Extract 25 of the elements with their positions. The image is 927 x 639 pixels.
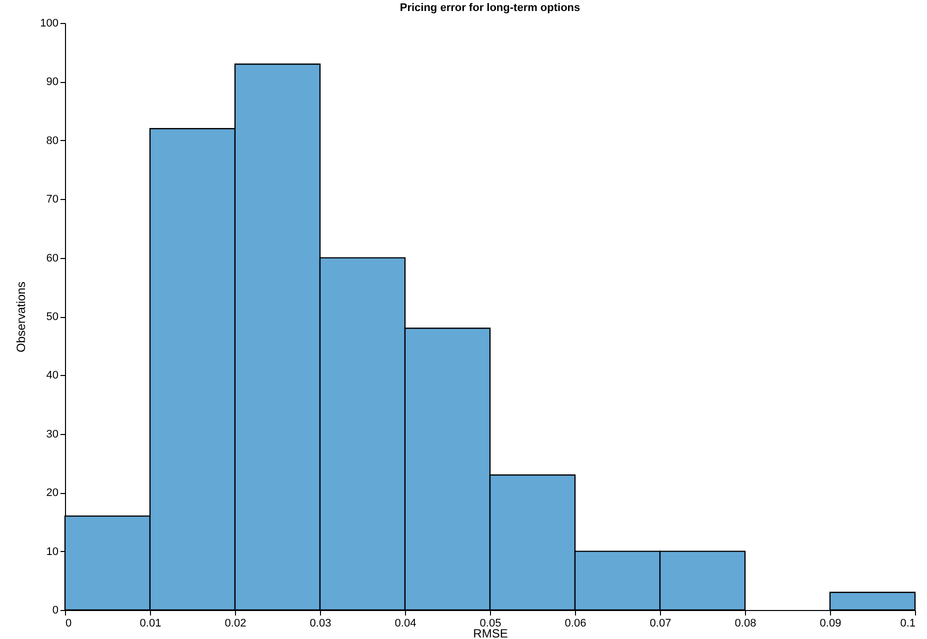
y-axis-title: Observations bbox=[14, 282, 28, 352]
y-tick-label: 100 bbox=[40, 18, 58, 30]
x-tick-label: 0.04 bbox=[394, 618, 416, 630]
x-tick-label: 0.1 bbox=[900, 618, 916, 630]
x-tick-label: 0.02 bbox=[224, 618, 246, 630]
y-tick-label: 70 bbox=[46, 194, 58, 206]
x-tick-label: 0.03 bbox=[310, 618, 332, 630]
x-tick-label: 0 bbox=[66, 618, 72, 630]
y-tick-label: 90 bbox=[46, 76, 58, 88]
x-axis-title: RMSE bbox=[473, 626, 508, 639]
x-tick-label: 0.09 bbox=[820, 618, 842, 630]
x-tick-label: 0.06 bbox=[564, 618, 586, 630]
y-tick-label: 40 bbox=[46, 370, 58, 382]
y-tick-label: 0 bbox=[52, 604, 58, 616]
y-tick-label: 60 bbox=[46, 252, 58, 264]
y-tick-label: 80 bbox=[46, 134, 58, 147]
y-tick-label: 10 bbox=[46, 546, 58, 558]
y-tick-label: 30 bbox=[46, 428, 58, 440]
x-tick-label: 0.08 bbox=[734, 618, 756, 630]
y-tick-label: 50 bbox=[46, 311, 58, 323]
chart-title: Pricing error for long-term options bbox=[400, 2, 580, 14]
x-tick-label: 0.01 bbox=[140, 618, 162, 630]
x-tick-label: 0.07 bbox=[650, 618, 672, 630]
x-tick-label: 0.05 bbox=[480, 618, 502, 630]
y-tick-label: 20 bbox=[46, 487, 58, 500]
